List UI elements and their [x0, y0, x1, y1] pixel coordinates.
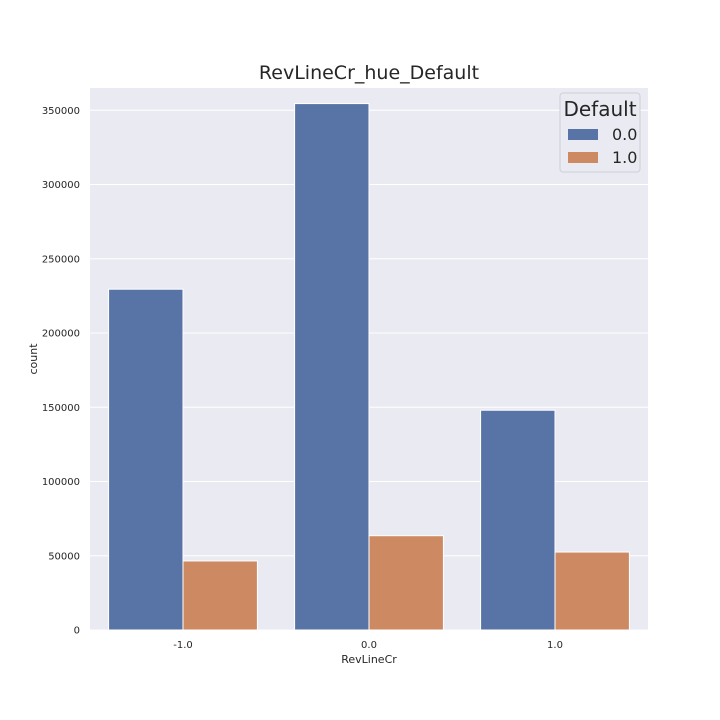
- y-tick-label: 200000: [42, 329, 80, 340]
- legend-title: Default: [563, 97, 636, 121]
- y-tick-label: 300000: [42, 180, 80, 191]
- bar--1.0-series-1.0: [182, 560, 258, 631]
- bar-1.0-series-0.0: [480, 409, 556, 631]
- bar-0.0-series-0.0: [294, 103, 370, 631]
- y-tick-label: 50000: [48, 551, 80, 562]
- legend-label: 1.0: [612, 148, 637, 167]
- y-axis-ticks: 0 50000 100000 150000 200000 250000 300000 3500…: [42, 106, 80, 637]
- legend: Default 0.0 1.0: [559, 92, 641, 173]
- bars: [108, 103, 630, 631]
- y-tick-label: 0: [74, 626, 80, 637]
- x-tick-label: -1.0: [173, 640, 193, 651]
- x-axis-ticks: -1.0 0.0 1.0: [173, 640, 563, 651]
- y-tick-label: 100000: [42, 477, 80, 488]
- x-axis-label: RevLineCr: [341, 653, 397, 666]
- x-tick-label: 0.0: [361, 640, 377, 651]
- legend-label: 0.0: [612, 125, 637, 144]
- y-tick-label: 350000: [42, 106, 80, 117]
- y-axis-label: count: [27, 343, 40, 375]
- chart-title: RevLineCr_hue_Default: [259, 62, 479, 84]
- x-tick-label: 1.0: [547, 640, 563, 651]
- legend-swatch: [568, 152, 598, 163]
- bar--1.0-series-0.0: [108, 288, 184, 631]
- bar-1.0-series-1.0: [554, 551, 630, 631]
- legend-swatch: [568, 129, 598, 140]
- bar-0.0-series-1.0: [368, 535, 444, 631]
- y-tick-label: 150000: [42, 403, 80, 414]
- y-tick-label: 250000: [42, 254, 80, 265]
